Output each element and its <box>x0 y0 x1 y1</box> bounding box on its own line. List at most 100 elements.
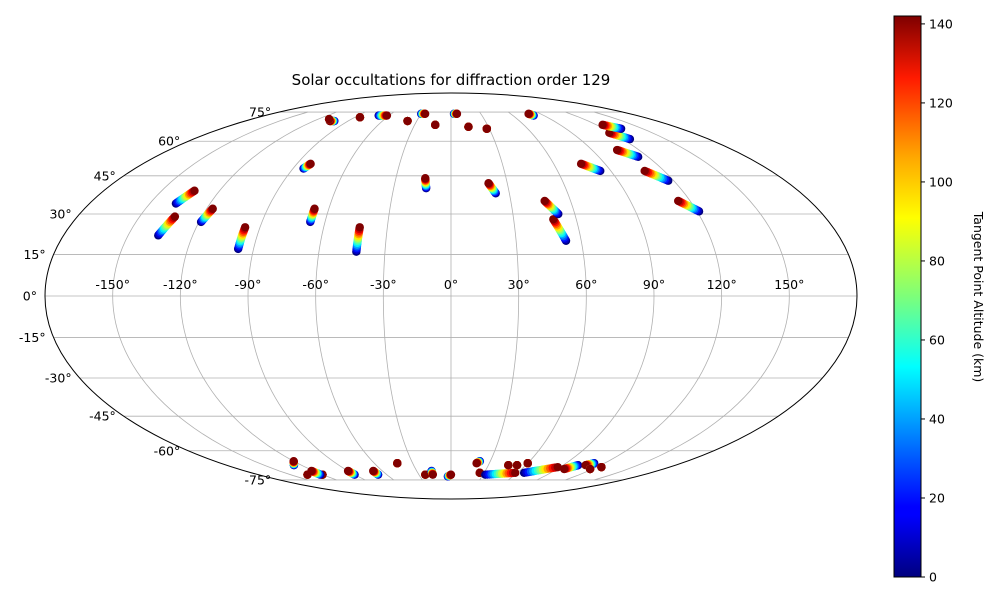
occultation-track <box>355 113 365 122</box>
occultation-point <box>420 109 430 118</box>
longitude-tick-label: -30° <box>370 277 397 292</box>
occultation-point <box>446 470 456 479</box>
colorbar-tick-label: 60 <box>929 332 945 347</box>
occultation-point <box>355 223 364 232</box>
occultation-point <box>524 109 533 118</box>
latitude-tick-label: -75° <box>245 472 272 487</box>
longitude-gridline <box>179 111 337 481</box>
occultation-point <box>559 464 569 474</box>
occultation-point <box>598 120 607 130</box>
occultation-point <box>597 462 606 472</box>
longitude-gridline <box>508 111 587 481</box>
occultation-track <box>299 159 315 173</box>
occultation-track <box>233 223 250 254</box>
occultation-point <box>549 215 558 224</box>
occultation-point <box>540 196 549 206</box>
occultation-point <box>484 179 493 188</box>
occultation-track <box>512 461 522 470</box>
occultation-point <box>324 114 334 124</box>
occultation-track <box>427 466 437 479</box>
occultation-point <box>306 159 315 169</box>
latitude-tick-label: -60° <box>154 443 181 458</box>
longitude-tick-label: -90° <box>235 277 262 292</box>
occultation-point <box>421 470 430 479</box>
occultation-point <box>482 124 492 133</box>
occultation-point <box>355 113 365 122</box>
occultation-track <box>196 204 217 227</box>
occultation-track <box>416 109 430 118</box>
occultation-track <box>303 470 312 479</box>
occultation-point <box>310 204 319 213</box>
occultation-track <box>421 470 430 479</box>
occultation-track <box>612 145 643 162</box>
occultation-track <box>481 468 520 479</box>
occultation-track <box>523 459 532 468</box>
chart-title: Solar occultations for diffraction order… <box>292 71 611 89</box>
occultation-track <box>352 223 364 256</box>
latitude-tick-label: 30° <box>49 206 71 221</box>
occultation-point <box>369 466 378 476</box>
occultation-point <box>452 109 462 118</box>
occultation-point <box>674 196 683 206</box>
colorbar-ticks: 0 20 40 60 80 100 120 140 <box>921 16 953 585</box>
longitude-tick-label: 150° <box>774 277 804 292</box>
occultation-point <box>431 120 440 130</box>
occultation-track <box>374 111 392 120</box>
longitude-tick-labels: -150° -120° -90° -60° -30° 0° 30° 60° 90° 120° 150… <box>95 277 804 292</box>
longitude-tick-label: -120° <box>163 277 198 292</box>
occultation-track <box>464 122 473 131</box>
longitude-gridline <box>382 111 423 481</box>
occultation-point <box>403 116 412 126</box>
latitude-tick-label: -15° <box>19 330 46 345</box>
occultation-track <box>585 464 595 474</box>
occultation-point <box>472 459 481 468</box>
occultation-point <box>421 174 430 183</box>
colorbar-tick-label: 120 <box>929 95 953 110</box>
longitude-gridline <box>247 111 366 481</box>
longitude-gridline <box>112 111 308 481</box>
occultation-point <box>382 111 392 120</box>
colorbar-label: Tangent Point Altitude (km) <box>971 211 986 383</box>
latitude-tick-label: -30° <box>45 371 72 386</box>
occultation-point <box>240 223 250 232</box>
occultation-track <box>171 186 199 208</box>
occultation-track <box>289 457 299 470</box>
graticule-grid <box>45 111 857 481</box>
occultation-track <box>472 457 485 468</box>
occultation-point <box>612 145 622 155</box>
occultation-points <box>154 109 704 481</box>
occultation-point <box>511 468 520 478</box>
occultation-track <box>640 166 673 185</box>
colorbar-tick-label: 100 <box>929 174 953 189</box>
colorbar <box>893 15 922 578</box>
latitude-tick-label: 0° <box>23 289 37 304</box>
occultation-track <box>674 196 704 216</box>
longitude-gridline <box>536 111 655 481</box>
occultation-point <box>208 204 217 213</box>
occultation-track <box>393 459 402 468</box>
latitude-tick-label: -45° <box>89 409 116 424</box>
colorbar-tick-label: 80 <box>929 253 945 268</box>
occultation-track <box>449 109 462 118</box>
occultation-point <box>289 457 298 466</box>
occultation-point <box>393 459 402 468</box>
longitude-tick-label: 90° <box>643 277 665 292</box>
longitude-tick-label: 0° <box>444 277 458 292</box>
occultation-point <box>190 186 199 195</box>
latitude-tick-label: 45° <box>94 168 116 183</box>
occultation-point <box>428 470 437 479</box>
map-outline <box>44 92 858 500</box>
occultation-track <box>307 466 325 479</box>
longitude-tick-label: 30° <box>508 277 530 292</box>
occultation-point <box>512 461 522 470</box>
occultation-track <box>431 120 440 130</box>
occultation-point <box>553 462 562 472</box>
occultation-point <box>504 461 513 470</box>
occultation-track <box>484 179 500 198</box>
colorbar-tick-label: 20 <box>929 490 945 505</box>
longitude-gridline <box>594 111 790 481</box>
occultation-track <box>343 466 359 479</box>
occultation-track <box>504 461 513 470</box>
occultation-track <box>443 470 456 481</box>
